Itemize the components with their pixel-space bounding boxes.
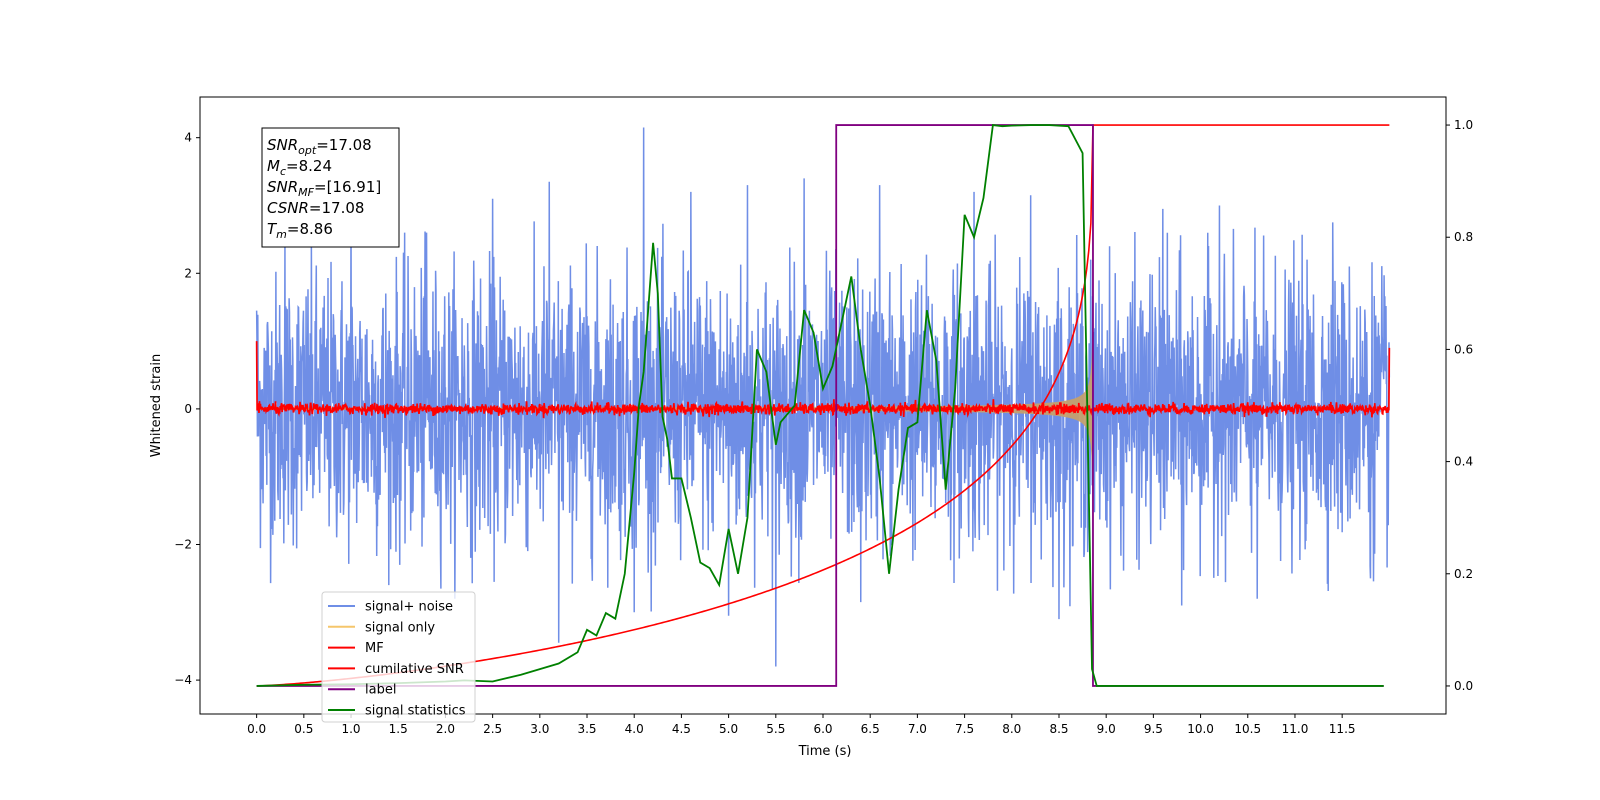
y2-tick-label: 0.8	[1454, 230, 1473, 244]
annotation-symbol: M	[267, 157, 280, 175]
annotation-subscript: opt	[298, 144, 317, 157]
annotation-symbol: SNR	[267, 178, 298, 196]
annotation-frame	[261, 127, 400, 248]
annotation-subscript: MF	[298, 186, 314, 199]
y-tick-label: −2	[174, 537, 192, 551]
x-tick-label: 0.0	[247, 722, 266, 736]
annotation-line: SNRopt=17.08	[267, 136, 372, 157]
y-tick-label: 4	[184, 131, 192, 145]
legend-frame	[321, 591, 476, 723]
annotation-subscript: m	[276, 228, 287, 241]
axes: 0.0 0.5 1.0 1.5 2.0 2.5 3.0 3.5 4.0 4.5 5.0 5.5 6.0 6…	[149, 96, 1473, 759]
x-tick-label: 2.5	[483, 722, 502, 736]
x-tick-label: 2.0	[436, 722, 455, 736]
annotation-value: =8.24	[286, 157, 332, 175]
y2-tick-label: 1.0	[1454, 118, 1473, 132]
annotation-line: CSNR=17.08	[267, 199, 364, 217]
annotation-subscript: c	[280, 165, 286, 178]
legend-label: cumilative SNR	[365, 662, 464, 677]
y-tick-label: 2	[184, 266, 192, 280]
y-tick-label: 0	[184, 402, 192, 416]
x-tick-label: 9.5	[1144, 722, 1163, 736]
x-tick-label: 5.5	[766, 722, 785, 736]
x-tick-label: 11.0	[1282, 722, 1309, 736]
y2-tick-label: 0.4	[1454, 455, 1473, 469]
legend-label: label	[365, 683, 396, 698]
x-axis-label: Time (s)	[798, 744, 852, 759]
x-tick-label: 10.5	[1234, 722, 1261, 736]
legend: signal+ noise signal only MF cumilative SNR…	[321, 591, 476, 723]
annotation-value: =17.08	[316, 136, 372, 154]
x-tick-label: 7.0	[908, 722, 927, 736]
x-tick-label: 6.0	[813, 722, 832, 736]
x-tick-label: 1.0	[341, 722, 360, 736]
x-tick-label: 4.5	[672, 722, 691, 736]
x-tick-label: 10.0	[1187, 722, 1214, 736]
x-tick-label: 8.0	[1002, 722, 1021, 736]
x-tick-label: 11.5	[1329, 722, 1356, 736]
annotation-value: =17.08	[309, 199, 365, 217]
legend-label: signal only	[365, 620, 435, 635]
x-tick-label: 1.5	[389, 722, 408, 736]
annotation-box: SNRopt=17.08Mc=8.24SNRMF=[16.91]CSNR=17.…	[261, 127, 400, 248]
legend-label: signal+ noise	[365, 600, 453, 615]
x-tick-label: 5.0	[719, 722, 738, 736]
annotation-symbol: CSNR	[267, 199, 309, 217]
legend-label: MF	[365, 641, 384, 656]
legend-label: signal statistics	[365, 704, 466, 719]
annotation-value: =[16.91]	[314, 178, 381, 196]
y-axis-label: Whitened strain	[149, 354, 164, 457]
annotation-symbol: SNR	[267, 136, 298, 154]
annotation-value: =8.86	[287, 220, 333, 238]
y2-tick-label: 0.2	[1454, 567, 1473, 581]
signal-statistics-line	[256, 124, 1384, 687]
annotation-line: Tm=8.86	[267, 220, 333, 241]
y2-tick-label: 0.6	[1454, 342, 1473, 356]
annotation-line: Mc=8.24	[267, 157, 332, 178]
x-tick-label: 3.0	[530, 722, 549, 736]
mf-line	[255, 341, 1391, 419]
annotation-line: SNRMF=[16.91]	[267, 178, 381, 199]
annotation-symbol: T	[267, 220, 278, 238]
x-tick-label: 0.5	[294, 722, 313, 736]
x-tick-label: 9.0	[1097, 722, 1116, 736]
x-tick-label: 6.5	[861, 722, 880, 736]
y2-tick-label: 0.0	[1454, 679, 1473, 693]
x-tick-label: 8.5	[1049, 722, 1068, 736]
signal-noise-line	[255, 127, 1391, 667]
y-tick-label: −4	[174, 673, 192, 687]
x-tick-label: 7.5	[955, 722, 974, 736]
x-tick-label: 4.0	[625, 722, 644, 736]
x-tick-label: 3.5	[577, 722, 596, 736]
